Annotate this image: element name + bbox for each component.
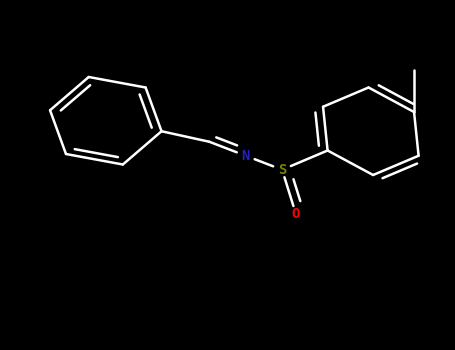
Text: S: S [278, 163, 286, 177]
Text: O: O [292, 206, 300, 220]
Text: N: N [242, 149, 250, 163]
